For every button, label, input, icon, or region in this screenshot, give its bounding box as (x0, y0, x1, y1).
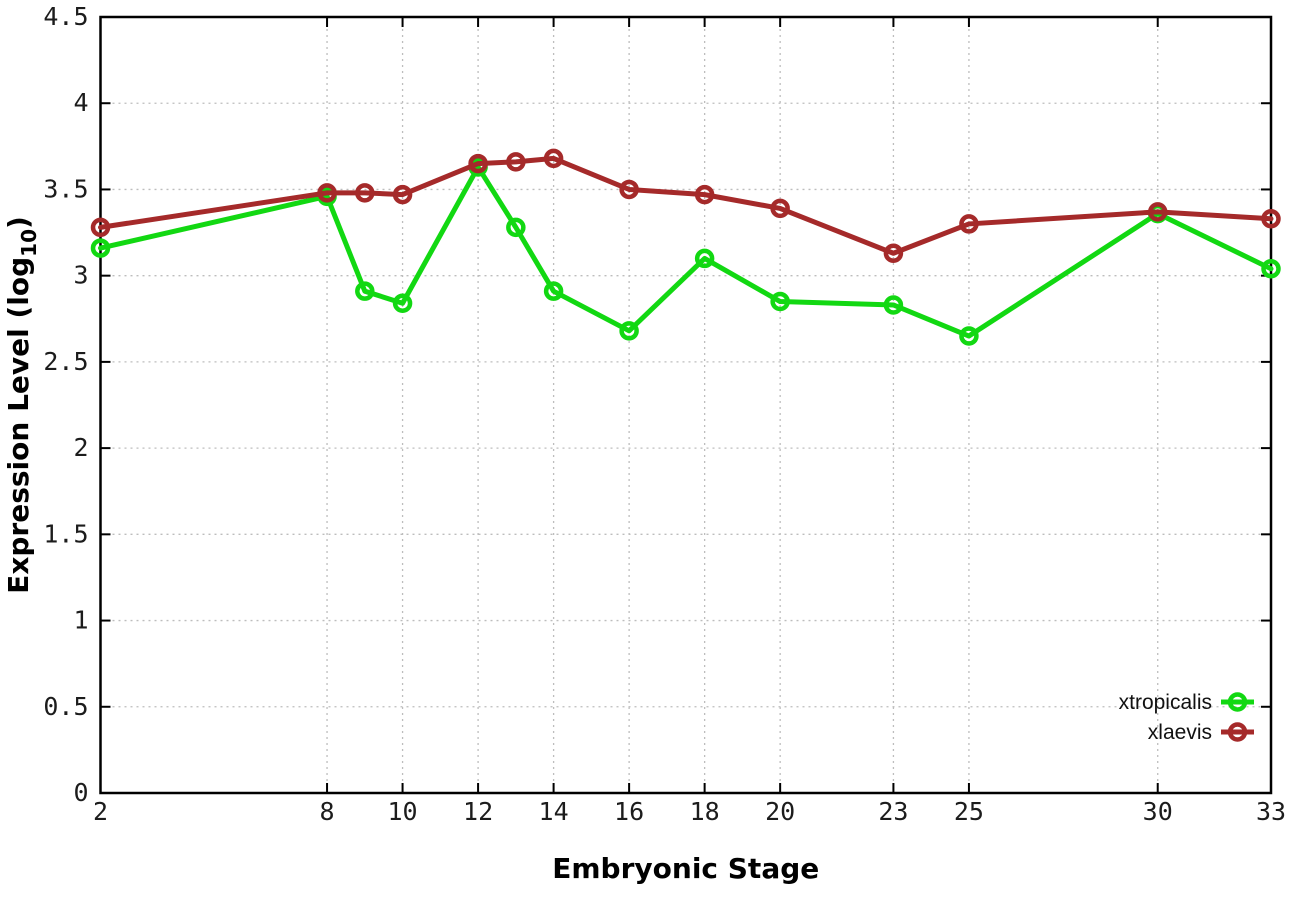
data-point-xlaevis (619, 179, 639, 200)
data-point-xtropicalis (619, 321, 639, 341)
legend-entry-xtropicalis: xtropicalis (1119, 691, 1254, 714)
series-xlaevis (90, 148, 1281, 263)
data-point-xtropicalis (90, 238, 111, 258)
data-point-xtropicalis (506, 217, 526, 238)
data-point-xlaevis (468, 153, 488, 174)
legend-marker-sample (1227, 722, 1248, 742)
data-point-xtropicalis (355, 281, 375, 301)
data-point-xtropicalis (770, 291, 790, 312)
data-point-xlaevis (355, 183, 375, 203)
y-tick-label: 2 (73, 433, 88, 462)
data-point-xlaevis (1261, 209, 1281, 229)
data-point-xlaevis (770, 198, 790, 219)
x-axis-title: Embryonic Stage (552, 852, 819, 885)
y-tick-label: 0.5 (43, 692, 88, 721)
data-point-xtropicalis (959, 326, 979, 346)
series-xtropicalis (90, 157, 1281, 346)
y-tick-label: 4 (73, 88, 88, 117)
y-tick-label: 2.5 (43, 347, 88, 376)
axis-ticks (99, 16, 1272, 794)
data-point-xlaevis (883, 243, 904, 263)
data-point-xlaevis (1147, 202, 1168, 222)
data-point-xlaevis (392, 184, 413, 205)
data-point-xtropicalis (543, 281, 564, 301)
y-tick-label: 3 (73, 261, 88, 290)
y-tick-label: 1 (73, 606, 88, 635)
x-tick-label: 30 (1143, 797, 1173, 826)
y-axis-title: Expression Level (log10) (2, 216, 41, 594)
data-point-xlaevis (959, 214, 979, 234)
y-tick-label: 0 (73, 778, 88, 807)
x-tick-label: 25 (954, 797, 984, 826)
x-tick-label: 23 (878, 797, 908, 826)
data-point-xtropicalis (694, 248, 715, 269)
data-point-xlaevis (90, 217, 111, 238)
data-point-xtropicalis (392, 293, 413, 314)
data-point-xtropicalis (1261, 259, 1281, 279)
data-point-xtropicalis (883, 295, 904, 315)
plot-border (99, 15, 1273, 795)
x-tick-label: 8 (320, 797, 335, 826)
x-tick-label: 16 (614, 797, 644, 826)
x-tick-label: 33 (1256, 797, 1286, 826)
data-point-xlaevis (317, 183, 337, 203)
legend-label-xtropicalis: xtropicalis (1119, 691, 1212, 714)
tick-labels: 2 8 10 12 14 16 18 20 23 25 30 33 0 0.5 1 1.5 2 2.5 3 3.5 4 4… (43, 2, 1286, 826)
x-tick-label: 12 (463, 797, 493, 826)
y-tick-label: 4.5 (43, 2, 88, 31)
data-point-xlaevis (506, 152, 526, 172)
legend-label-xlaevis: xlaevis (1148, 721, 1212, 744)
legend-marker-sample (1227, 692, 1248, 712)
y-tick-label: 3.5 (43, 174, 88, 203)
data-point-xlaevis (543, 148, 564, 169)
x-tick-label: 14 (539, 797, 569, 826)
legend: xtropicalis xlaevis (1119, 691, 1254, 744)
grid (99, 16, 1272, 794)
x-tick-label: 18 (690, 797, 720, 826)
data-point-xlaevis (694, 184, 715, 205)
legend-entry-xlaevis: xlaevis (1148, 721, 1254, 744)
x-tick-label: 10 (388, 797, 418, 826)
y-tick-label: 1.5 (43, 519, 88, 548)
x-tick-label: 2 (93, 797, 108, 826)
x-tick-label: 20 (765, 797, 795, 826)
